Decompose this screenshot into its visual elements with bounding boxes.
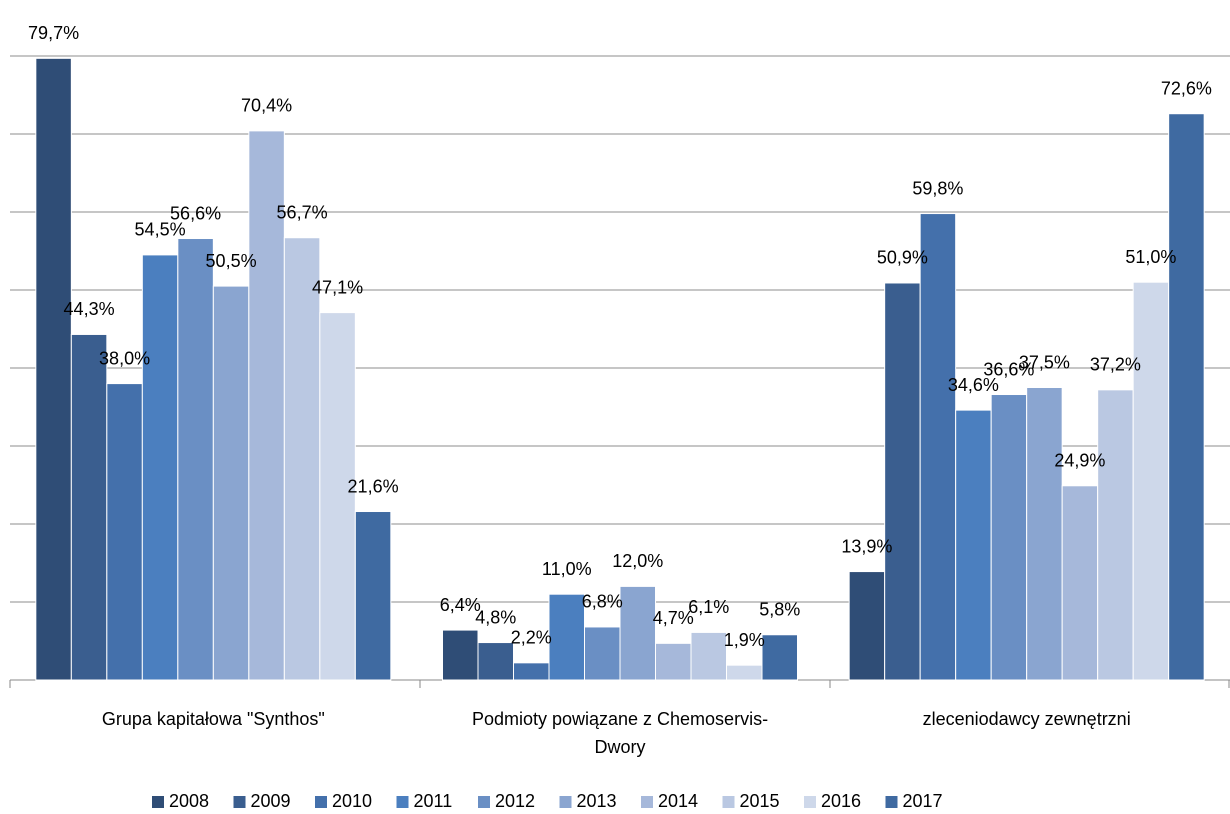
x-tick-label: zleceniodawcy zewnętrzni [922, 709, 1131, 729]
bar [106, 383, 143, 681]
value-label: 47,1% [312, 277, 363, 297]
value-label: 51,0% [1125, 247, 1176, 267]
bar [1132, 281, 1170, 681]
bar [655, 642, 692, 681]
bar [919, 213, 957, 681]
x-tick-label: Podmioty powiązane z Chemoservis-Dwory [471, 709, 769, 757]
value-label: 24,9% [1054, 451, 1105, 471]
legend-label: 2013 [577, 791, 617, 811]
value-label: 38,0% [99, 348, 150, 368]
bar [884, 282, 921, 681]
legend-label: 2012 [495, 791, 535, 811]
bar [1097, 389, 1134, 681]
bar [442, 629, 479, 681]
bar [1168, 113, 1205, 681]
bar [354, 511, 392, 681]
bar [319, 312, 356, 681]
value-label: 21,6% [348, 476, 399, 496]
bar [212, 285, 250, 681]
legend-label: 2016 [821, 791, 861, 811]
legend-label: 2015 [740, 791, 780, 811]
value-label: 12,0% [612, 551, 663, 571]
legend-swatch [641, 796, 653, 808]
bar [848, 571, 886, 681]
value-label: 37,2% [1090, 355, 1141, 375]
value-label: 13,9% [841, 536, 892, 556]
value-label: 79,7% [28, 23, 79, 43]
bar [1061, 485, 1099, 681]
legend-label: 2014 [658, 791, 698, 811]
value-label: 36,6% [983, 359, 1034, 379]
bar [477, 642, 514, 681]
value-label: 5,8% [759, 600, 800, 620]
legend-swatch [315, 796, 327, 808]
value-label: 56,7% [277, 202, 328, 222]
value-label: 72,6% [1161, 78, 1212, 98]
bar [548, 593, 585, 681]
value-label: 4,7% [653, 608, 694, 628]
value-label: 6,8% [582, 592, 623, 612]
value-label: 50,9% [877, 248, 928, 268]
bar [1026, 387, 1063, 681]
legend-swatch [804, 796, 816, 808]
legend-swatch [396, 796, 409, 808]
bar [619, 585, 656, 681]
bar [35, 57, 72, 681]
bar [690, 631, 727, 681]
value-label: 4,8% [475, 607, 516, 627]
value-label: 70,4% [241, 96, 292, 116]
legend-swatch [885, 796, 898, 808]
bar [955, 409, 992, 681]
bar [70, 333, 108, 681]
bar [726, 664, 763, 681]
legend-swatch [559, 796, 572, 808]
x-tick-label: Grupa kapitałowa "Synthos" [101, 709, 325, 729]
value-label: 2,2% [511, 628, 552, 648]
value-label: 50,5% [206, 251, 257, 271]
value-label: 44,3% [64, 299, 115, 319]
bar [283, 237, 321, 681]
legend-swatch [478, 796, 490, 808]
bar [584, 626, 621, 681]
value-label: 6,4% [440, 595, 481, 615]
value-label: 34,6% [948, 375, 999, 395]
value-label: 54,5% [135, 220, 186, 240]
bar [990, 394, 1028, 681]
bar [761, 634, 798, 681]
value-label: 11,0% [542, 559, 592, 579]
legend-label: 2009 [251, 791, 291, 811]
legend-swatch [722, 796, 735, 808]
value-label: 59,8% [912, 178, 963, 198]
legend-swatch [152, 796, 164, 808]
legend-label: 2008 [169, 791, 209, 811]
value-label: 37,5% [1019, 352, 1070, 372]
legend-label: 2017 [903, 791, 943, 811]
bar [177, 238, 214, 681]
legend-label: 2010 [332, 791, 372, 811]
value-label: 6,1% [688, 597, 729, 617]
legend-label: 2011 [414, 791, 453, 811]
value-label: 1,9% [724, 630, 765, 650]
legend-swatch [233, 796, 246, 808]
bar [513, 662, 550, 681]
value-label: 56,6% [170, 203, 221, 223]
bar [141, 254, 179, 681]
bar [248, 130, 285, 681]
